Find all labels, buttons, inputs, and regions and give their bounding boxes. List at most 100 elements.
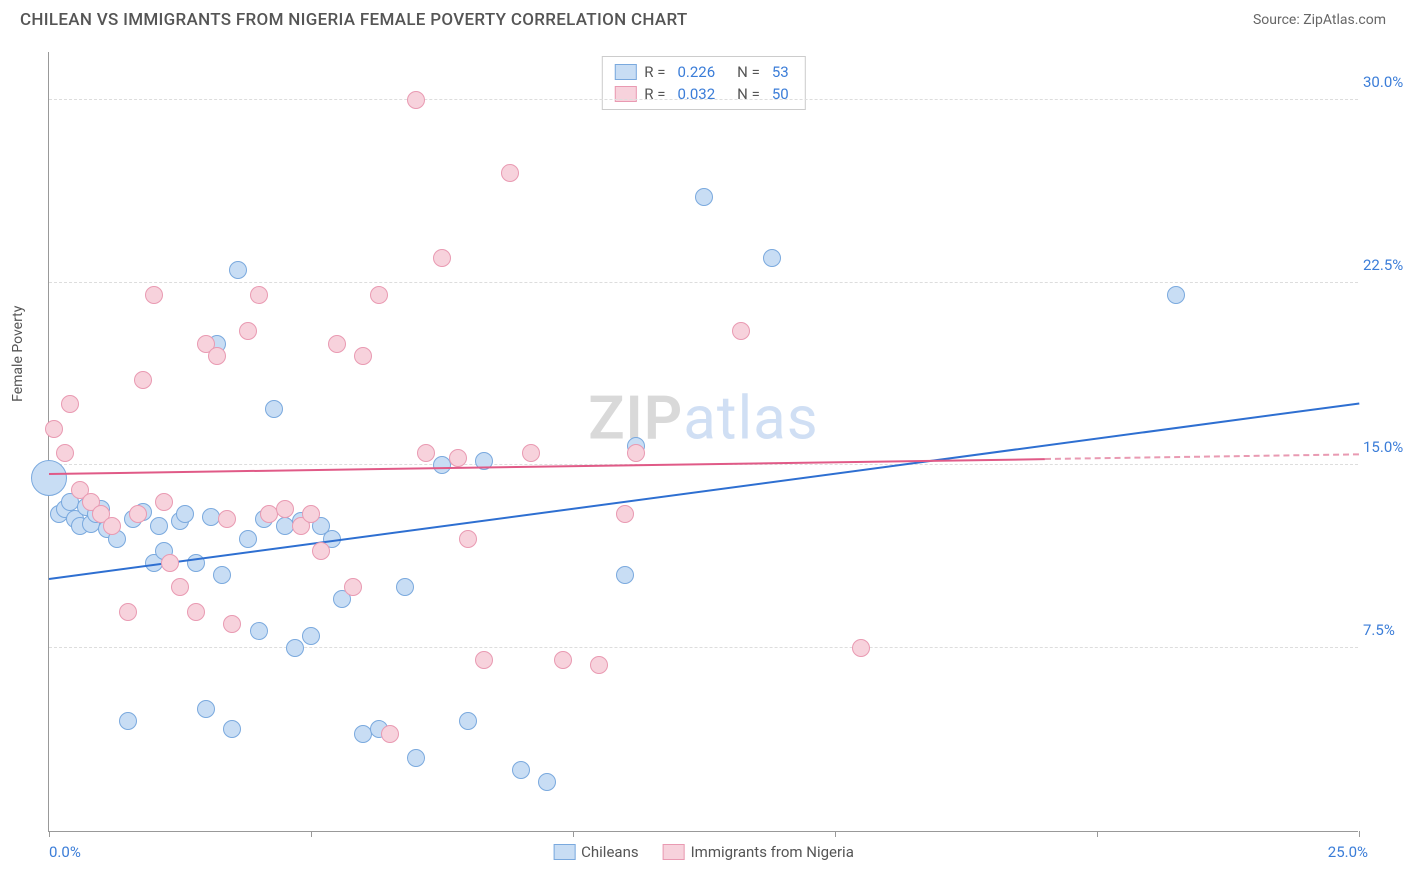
plot-area: ZIPatlas R =0.226N =53R =0.032N =50 Chil… <box>48 52 1358 832</box>
legend-item: Immigrants from Nigeria <box>663 843 854 861</box>
data-point <box>732 322 750 340</box>
data-point <box>276 500 294 518</box>
data-point <box>302 627 320 645</box>
x-tick <box>573 831 574 837</box>
data-point <box>590 656 608 674</box>
data-point <box>381 725 399 743</box>
data-point <box>459 712 477 730</box>
r-label: R = <box>644 85 665 103</box>
data-point <box>119 603 137 621</box>
data-point <box>239 530 257 548</box>
data-point <box>312 542 330 560</box>
source-label: Source: ZipAtlas.com <box>1253 12 1386 28</box>
trend-line <box>49 402 1359 579</box>
legend-item: Chileans <box>553 843 638 861</box>
watermark: ZIPatlas <box>588 383 819 454</box>
data-point <box>302 505 320 523</box>
x-tick <box>49 831 50 837</box>
data-point <box>145 286 163 304</box>
data-point <box>150 517 168 535</box>
data-point <box>417 444 435 462</box>
data-point <box>475 651 493 669</box>
trend-line-extrapolated <box>1045 454 1359 461</box>
data-point <box>512 761 530 779</box>
data-point <box>223 615 241 633</box>
x-max-label: 25.0% <box>1328 843 1368 861</box>
data-point <box>616 566 634 584</box>
x-tick <box>835 831 836 837</box>
data-point <box>1167 286 1185 304</box>
data-point <box>344 578 362 596</box>
y-tick-label: 7.5% <box>1363 621 1406 639</box>
data-point <box>286 639 304 657</box>
data-point <box>155 493 173 511</box>
legend-label: Chileans <box>581 843 638 861</box>
data-point <box>407 749 425 767</box>
data-point <box>187 603 205 621</box>
data-point <box>852 639 870 657</box>
data-point <box>763 249 781 267</box>
correlation-legend: R = 0.226 N = 53 R = 0.032 N = 50 <box>601 56 805 110</box>
gridline <box>49 647 1358 648</box>
chart-title: CHILEAN VS IMMIGRANTS FROM NIGERIA FEMAL… <box>20 10 688 30</box>
data-point <box>213 566 231 584</box>
n-value: 50 <box>772 85 789 103</box>
legend-row: R = 0.226 N = 53 <box>614 61 792 83</box>
trend-line <box>49 458 1045 475</box>
data-point <box>239 322 257 340</box>
data-point <box>129 505 147 523</box>
data-point <box>250 286 268 304</box>
data-point <box>433 249 451 267</box>
data-point <box>265 400 283 418</box>
data-point <box>449 449 467 467</box>
gridline <box>49 99 1358 100</box>
data-point <box>103 517 121 535</box>
x-min-label: 0.0% <box>49 843 81 861</box>
legend-label: Immigrants from Nigeria <box>691 843 854 861</box>
data-point <box>538 773 556 791</box>
legend-swatch <box>663 844 685 860</box>
n-label: N = <box>737 85 760 103</box>
n-label: N = <box>737 63 760 81</box>
data-point <box>627 444 645 462</box>
data-point <box>250 622 268 640</box>
data-point <box>522 444 540 462</box>
data-point <box>134 371 152 389</box>
data-point <box>218 510 236 528</box>
x-tick <box>311 831 312 837</box>
data-point <box>197 700 215 718</box>
data-point <box>616 505 634 523</box>
legend-swatch <box>553 844 575 860</box>
y-tick-label: 22.5% <box>1363 256 1406 274</box>
data-point <box>223 720 241 738</box>
data-point <box>370 286 388 304</box>
r-value: 0.226 <box>677 63 715 81</box>
series-legend: Chileans Immigrants from Nigeria <box>553 843 854 861</box>
data-point <box>407 91 425 109</box>
data-point <box>208 347 226 365</box>
y-tick-label: 30.0% <box>1363 73 1406 91</box>
data-point <box>176 505 194 523</box>
y-axis-title: Female Poverty <box>10 306 26 402</box>
data-point <box>695 188 713 206</box>
x-tick <box>1097 831 1098 837</box>
data-point <box>459 530 477 548</box>
n-value: 53 <box>772 63 789 81</box>
data-point <box>119 712 137 730</box>
legend-row: R = 0.032 N = 50 <box>614 83 792 105</box>
data-point <box>45 420 63 438</box>
r-label: R = <box>644 63 665 81</box>
r-value: 0.032 <box>677 85 715 103</box>
x-tick <box>1359 831 1360 837</box>
legend-swatch <box>614 64 636 80</box>
y-tick-label: 15.0% <box>1363 438 1406 456</box>
data-point <box>56 444 74 462</box>
chart-container: Female Poverty ZIPatlas R =0.226N =53R =… <box>48 52 1358 832</box>
watermark-atlas: atlas <box>683 383 818 454</box>
data-point <box>354 347 372 365</box>
data-point <box>31 460 67 496</box>
data-point <box>396 578 414 596</box>
gridline <box>49 282 1358 283</box>
data-point <box>61 395 79 413</box>
data-point <box>328 335 346 353</box>
